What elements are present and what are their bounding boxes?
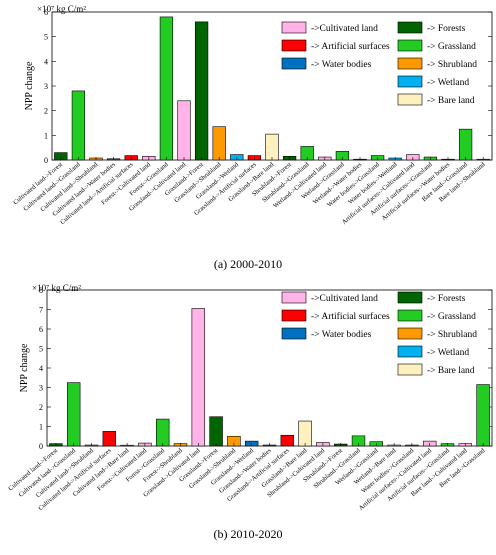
panel-caption: (a) 2000-2010 bbox=[214, 257, 282, 271]
unit-label: ×10⁷ kg C/m² bbox=[37, 4, 86, 14]
legend-swatch-wetland bbox=[397, 345, 423, 358]
legend-swatch-grassland bbox=[397, 39, 423, 52]
y-tick-label: 8 bbox=[39, 286, 43, 295]
y-tick-label: 1 bbox=[44, 131, 48, 140]
bar-grassland-cultivated-land bbox=[177, 100, 191, 161]
legend-swatch-wetland bbox=[397, 75, 423, 88]
y-tick-label: 0 bbox=[44, 156, 48, 165]
legend-label-water-bodies: -> Water bodies bbox=[311, 60, 372, 70]
bar-forest-grassland bbox=[159, 16, 174, 161]
y-tick-label: 5 bbox=[39, 345, 43, 354]
bar-grassland-bare-land bbox=[298, 420, 312, 447]
legend-swatch-water-bodies bbox=[281, 327, 307, 340]
legend-swatch-forests bbox=[397, 21, 423, 34]
legend-label-grassland: -> Grassland bbox=[427, 42, 476, 52]
y-tick-label: 4 bbox=[39, 364, 43, 373]
bar-bare-land-grassland bbox=[458, 128, 473, 161]
legend-label-bare-land: -> Bare land bbox=[427, 366, 475, 376]
bar-bare-land-grassland bbox=[476, 384, 490, 447]
y-tick-label: 2 bbox=[39, 403, 43, 412]
legend-label-water-bodies: -> Water bodies bbox=[311, 330, 372, 340]
legend-swatch-shrubland bbox=[397, 327, 423, 340]
y-axis-label: NPP change bbox=[19, 343, 30, 392]
unit-label: ×10⁷ kg C/m² bbox=[32, 283, 81, 293]
y-tick-label: 0 bbox=[39, 442, 43, 451]
y-tick-label: 3 bbox=[44, 82, 48, 91]
y-tick-label: 4 bbox=[44, 57, 48, 66]
bar-cultivated-land-grassland bbox=[66, 382, 81, 447]
legend-label-bare-land: -> Bare land bbox=[427, 96, 475, 106]
legend-swatch-cultivated-land bbox=[281, 291, 307, 304]
legend-swatch-bare-land bbox=[397, 363, 423, 376]
bar-grassland-bare-land bbox=[265, 133, 279, 161]
legend-swatch-forests bbox=[397, 291, 423, 304]
y-tick-label: 2 bbox=[44, 107, 48, 116]
legend-label-wetland: -> Wetland bbox=[427, 78, 469, 88]
legend-label-forests: -> Forests bbox=[427, 24, 466, 34]
legend-label-wetland: -> Wetland bbox=[427, 348, 469, 358]
legend-label-shrubland: -> Shrubland bbox=[427, 60, 477, 70]
y-tick-label: 5 bbox=[44, 33, 48, 42]
y-tick-label: 6 bbox=[39, 325, 43, 334]
bar-grassland-forest bbox=[209, 416, 223, 447]
legend-swatch-bare-land bbox=[397, 93, 423, 106]
legend-swatch-shrubland bbox=[397, 57, 423, 70]
legend-swatch-cultivated-land bbox=[281, 21, 307, 34]
legend-swatch-water-bodies bbox=[281, 57, 307, 70]
panel-caption: (b) 2010-2020 bbox=[214, 527, 283, 541]
legend-label-cultivated-land: ->Cultivated land bbox=[311, 294, 378, 304]
bar-cultivated-land-grassland bbox=[71, 90, 86, 161]
legend-label-cultivated-land: ->Cultivated land bbox=[311, 24, 378, 34]
legend-label-artificial-surfaces: -> Artificial surfaces bbox=[311, 41, 390, 52]
y-tick-label: 7 bbox=[39, 306, 43, 315]
legend-label-shrubland: -> Shrubland bbox=[427, 330, 477, 340]
legend-swatch-grassland bbox=[397, 309, 423, 322]
y-tick-label: 3 bbox=[39, 384, 43, 393]
bar-grassland-shrubland bbox=[212, 126, 226, 161]
bar-grassland-forest bbox=[194, 21, 209, 161]
y-tick-label: 6 bbox=[44, 8, 48, 17]
bar-grassland-cultivated-land bbox=[191, 308, 206, 447]
bar-forest-grassland bbox=[155, 418, 170, 447]
y-tick-label: 1 bbox=[39, 423, 43, 432]
plot-frame bbox=[46, 289, 493, 447]
legend-label-grassland: -> Grassland bbox=[427, 312, 476, 322]
legend-label-artificial-surfaces: -> Artificial surfaces bbox=[311, 311, 390, 322]
legend-swatch-artificial-surfaces bbox=[281, 309, 307, 322]
legend-label-forests: -> Forests bbox=[427, 294, 466, 304]
legend-swatch-artificial-surfaces bbox=[281, 39, 307, 52]
y-axis-label: NPP change bbox=[24, 61, 35, 110]
